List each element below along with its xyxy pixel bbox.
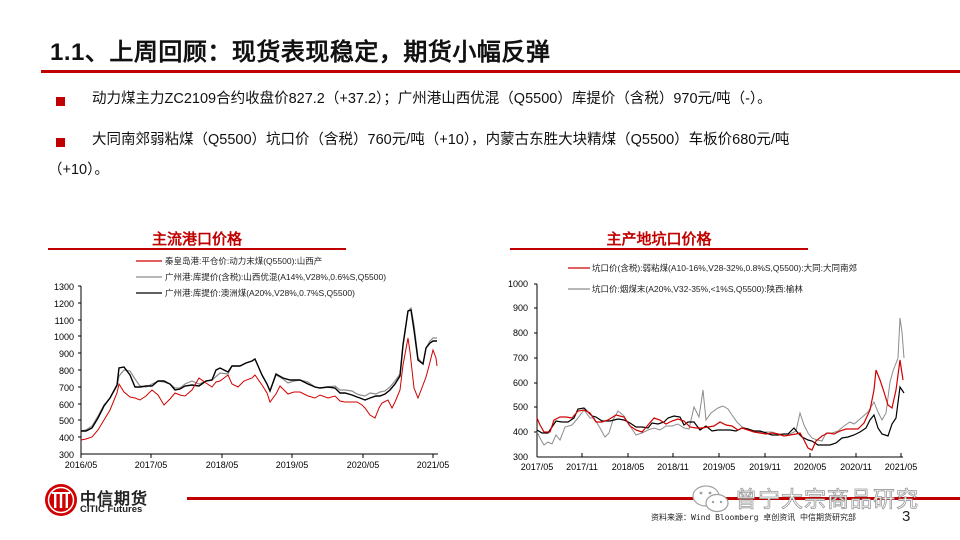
watermark-text: 曾宁大宗商品研究 [735,487,920,513]
mine-price-chart: 坑口价(含税):弱粘煤(A10-16%,V28-32%,0.8%S,Q5500)… [508,263,918,472]
svg-text:2017/05: 2017/05 [135,460,168,470]
bullet-text-1: 动力煤主力ZC2109合约收盘价827.2（+37.2）；广州港山西优混（Q55… [92,91,772,107]
port-price-chart: 秦皇岛港:平仓价:动力末煤(Q5500):山西产 广州港:库提价(含税):山西优… [54,256,450,470]
svg-text:2017/11: 2017/11 [566,462,598,472]
svg-text:400: 400 [59,433,74,443]
series-black [536,385,905,446]
svg-text:2021/05: 2021/05 [885,462,918,472]
svg-text:700: 700 [59,383,74,393]
chart-title-divider [510,248,808,250]
page-number: 3 [902,508,911,525]
legend-label: 坑口价:烟煤末(A20%,V32-35%,<1%S,Q5500):陕西:榆林 [592,284,803,294]
legend-label: 坑口价(含税):弱粘煤(A10-16%,V28-32%,0.8%S,Q5500)… [592,263,857,273]
series-black [81,309,437,432]
wechat-icon [692,485,729,513]
slide-title: 1.1、上周回顾：现货表现稳定，期货小幅反弹 [50,39,551,66]
series-gray [536,317,905,446]
svg-text:2017/05: 2017/05 [521,462,554,472]
svg-text:1300: 1300 [54,282,74,292]
logo-text-en: CITIC Futures [80,504,143,515]
chart-legend: 坑口价(含税):弱粘煤(A10-16%,V28-32%,0.8%S,Q5500)… [568,263,857,294]
svg-text:300: 300 [513,452,528,462]
svg-text:2019/05: 2019/05 [703,462,736,472]
svg-text:2019/05: 2019/05 [276,460,309,470]
svg-text:2020/05: 2020/05 [347,460,380,470]
legend-label: 秦皇岛港:平仓价:动力末煤(Q5500):山西产 [165,256,322,266]
svg-text:2020/05: 2020/05 [794,462,827,472]
chart-legend: 秦皇岛港:平仓价:动力末煤(Q5500):山西产 广州港:库提价(含税):山西优… [136,256,386,298]
y-axis-ticks: 1300 1200 1100 1000 900 800 700 600 500 … [54,282,81,460]
chart-title-mine-prices: 主产地坑口价格 [606,231,712,248]
bullet-marker-icon [56,97,65,106]
svg-text:2018/05: 2018/05 [612,462,645,472]
bullet-marker-icon [56,138,65,147]
svg-text:1000: 1000 [508,279,528,289]
svg-text:600: 600 [59,400,74,410]
series-red [80,337,438,441]
svg-text:1100: 1100 [55,316,74,326]
svg-text:900: 900 [513,303,528,313]
svg-text:900: 900 [59,349,74,359]
chart-title-port-prices: 主流港口价格 [151,231,242,248]
svg-text:2021/05: 2021/05 [417,460,450,470]
svg-text:1200: 1200 [54,299,74,309]
svg-text:600: 600 [513,378,528,388]
series-red [536,359,904,451]
source-note: 资料来源：Wind Bloomberg 卓创资讯 中信期货研究部 [651,513,857,522]
svg-text:2018/05: 2018/05 [206,460,239,470]
bullet-text-2-line1: 大同南郊弱粘煤（Q5500）坑口价（含税）760元/吨（+10），内蒙古东胜大块… [92,132,790,148]
bullet-text-2-line2: （+10）。 [48,162,109,178]
legend-label: 广州港:库提价:澳洲煤(A20%,V28%,0.7%S,Q5500) [165,288,355,298]
footer-divider [187,497,960,500]
svg-text:2020/11: 2020/11 [840,462,872,472]
x-axis-ticks: 2017/05 2017/11 2018/05 2018/11 2019/05 … [521,453,918,472]
logo-text-cn: 中信期货 [80,491,149,508]
y-axis-ticks: 1000 900 800 700 600 500 400 300 [508,279,537,462]
x-axis-ticks: 2016/05 2017/05 2018/05 2019/05 2020/05 … [65,454,450,470]
svg-text:500: 500 [513,402,528,412]
svg-text:700: 700 [513,353,528,363]
svg-text:2018/11: 2018/11 [657,462,689,472]
svg-text:1000: 1000 [54,332,74,342]
chart-title-divider [48,248,346,250]
svg-text:500: 500 [59,416,74,426]
legend-label: 广州港:库提价(含税):山西优混(A14%,V28%,0.6%S,Q5500) [165,272,386,282]
svg-text:2019/11: 2019/11 [749,462,781,472]
svg-text:300: 300 [59,450,74,460]
svg-text:800: 800 [513,328,528,338]
citic-logo-icon [45,484,77,516]
title-divider [41,70,960,73]
svg-text:2016/05: 2016/05 [65,460,98,470]
svg-text:800: 800 [59,366,74,376]
svg-text:400: 400 [513,427,528,437]
